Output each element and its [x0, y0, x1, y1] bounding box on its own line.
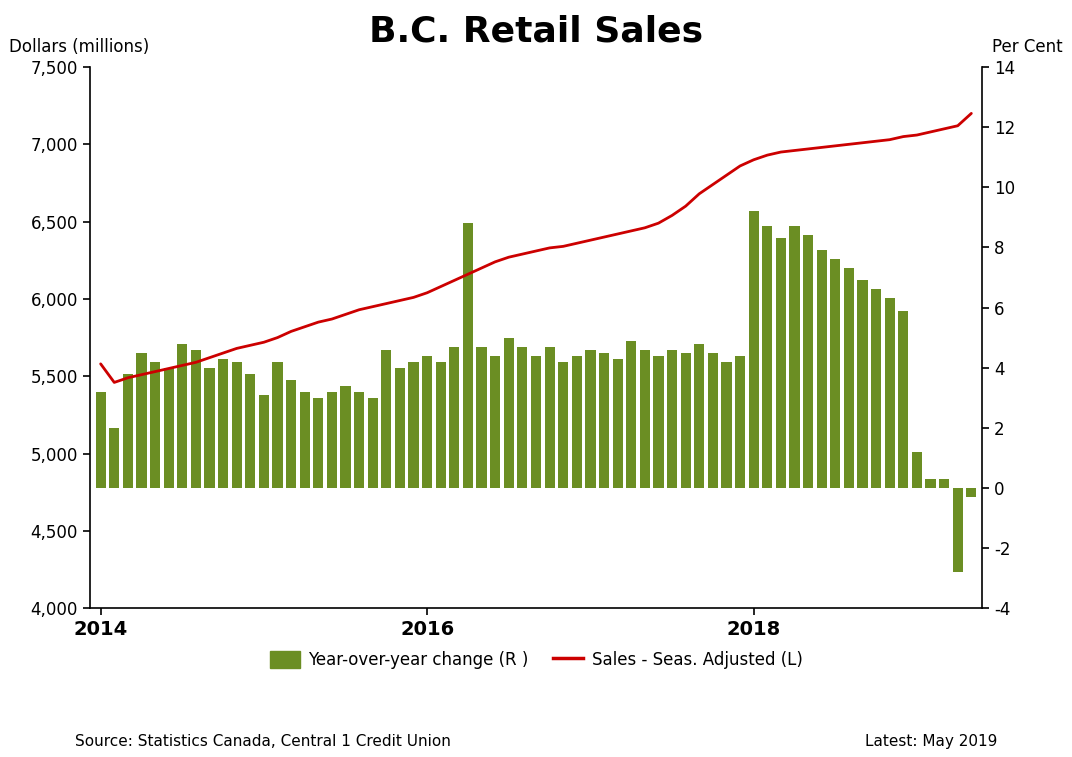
Bar	[872, 289, 881, 488]
Bar	[708, 353, 718, 488]
Bar	[354, 391, 364, 488]
Bar	[884, 298, 895, 488]
Bar	[925, 479, 936, 488]
Bar	[721, 362, 731, 488]
Bar	[232, 362, 242, 488]
Bar	[394, 368, 405, 488]
Bar	[95, 391, 106, 488]
Bar	[858, 280, 867, 488]
Bar	[571, 356, 582, 488]
Bar	[150, 362, 160, 488]
Bar	[272, 362, 283, 488]
Bar	[422, 356, 432, 488]
Bar	[164, 368, 174, 488]
Bar	[789, 226, 800, 488]
Bar	[830, 260, 840, 488]
Bar	[653, 356, 664, 488]
Bar	[559, 362, 568, 488]
Bar	[463, 223, 473, 488]
Bar	[612, 359, 623, 488]
Bar	[368, 397, 377, 488]
Bar	[817, 251, 827, 488]
Bar	[341, 385, 351, 488]
Bar	[476, 347, 487, 488]
Bar	[218, 359, 228, 488]
Text: Source: Statistics Canada, Central 1 Credit Union: Source: Statistics Canada, Central 1 Cre…	[75, 734, 451, 749]
Bar	[844, 269, 854, 488]
Legend: Year-over-year change (R ), Sales - Seas. Adjusted (L): Year-over-year change (R ), Sales - Seas…	[263, 644, 809, 675]
Bar	[299, 391, 310, 488]
Bar	[531, 356, 541, 488]
Text: Per Cent: Per Cent	[992, 38, 1062, 56]
Bar	[803, 235, 814, 488]
Bar	[313, 397, 324, 488]
Bar	[286, 380, 296, 488]
Bar	[545, 347, 554, 488]
Bar	[640, 350, 650, 488]
Bar	[449, 347, 460, 488]
Bar	[966, 488, 977, 497]
Bar	[109, 428, 119, 488]
Bar	[382, 350, 391, 488]
Bar	[748, 211, 759, 488]
Text: Latest: May 2019: Latest: May 2019	[865, 734, 997, 749]
Bar	[504, 338, 513, 488]
Bar	[518, 347, 527, 488]
Bar	[435, 362, 446, 488]
Bar	[599, 353, 609, 488]
Bar	[258, 394, 269, 488]
Bar	[626, 341, 637, 488]
Bar	[776, 238, 786, 488]
Bar	[327, 391, 337, 488]
Bar	[123, 374, 133, 488]
Bar	[953, 488, 963, 572]
Bar	[191, 350, 200, 488]
Bar	[177, 344, 188, 488]
Bar	[912, 452, 922, 488]
Bar	[585, 350, 596, 488]
Text: Dollars (millions): Dollars (millions)	[10, 38, 150, 56]
Bar	[695, 344, 704, 488]
Title: B.C. Retail Sales: B.C. Retail Sales	[369, 15, 703, 49]
Bar	[245, 374, 255, 488]
Bar	[939, 479, 949, 488]
Bar	[681, 353, 690, 488]
Bar	[136, 353, 147, 488]
Bar	[667, 350, 678, 488]
Bar	[205, 368, 214, 488]
Bar	[762, 226, 773, 488]
Bar	[898, 310, 908, 488]
Bar	[735, 356, 745, 488]
Bar	[408, 362, 419, 488]
Bar	[490, 356, 501, 488]
